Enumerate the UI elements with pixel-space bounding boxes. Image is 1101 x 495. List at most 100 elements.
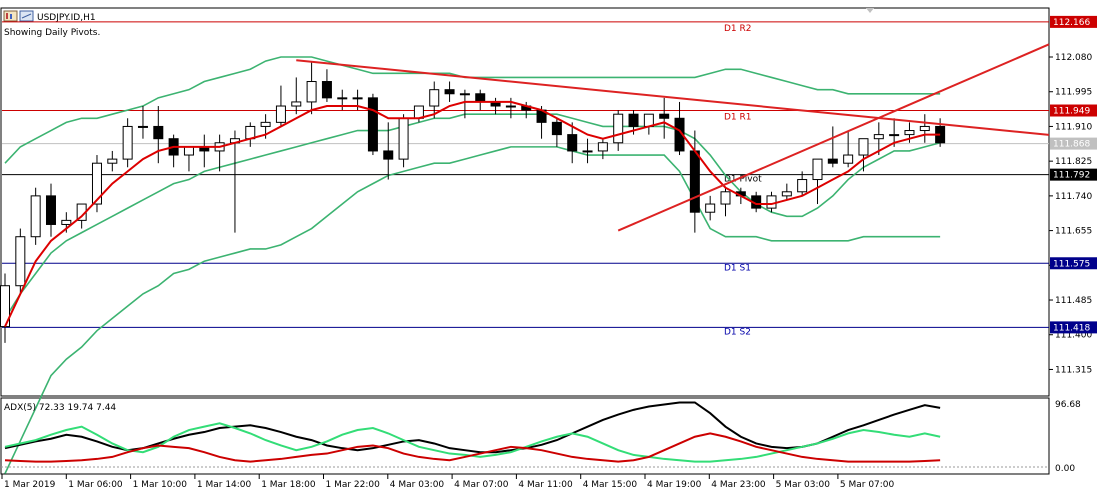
candle[interactable] bbox=[459, 89, 470, 119]
candle[interactable] bbox=[383, 122, 394, 180]
price-panel[interactable] bbox=[0, 7, 1050, 397]
candle-body bbox=[720, 191, 731, 205]
time-tick-label: 1 Mar 14:00 bbox=[197, 480, 252, 490]
candle[interactable] bbox=[582, 138, 593, 164]
candle[interactable] bbox=[827, 126, 838, 168]
candle-body bbox=[475, 93, 486, 103]
candle-body bbox=[873, 134, 884, 140]
candle[interactable] bbox=[398, 114, 409, 168]
candle[interactable] bbox=[321, 69, 332, 102]
time-tick-label: 4 Mar 19:00 bbox=[647, 480, 702, 490]
candle[interactable] bbox=[797, 171, 808, 196]
candle[interactable] bbox=[137, 106, 148, 139]
scroll-marker-icon[interactable] bbox=[866, 8, 874, 13]
time-axis: 1 Mar 2019 1 Mar 06:00 1 Mar 10:00 1 Mar 14… bbox=[1, 474, 895, 490]
candle[interactable] bbox=[444, 81, 455, 102]
candle[interactable] bbox=[674, 101, 685, 156]
candle[interactable] bbox=[551, 118, 562, 147]
time-tick-label: 1 Mar 06:00 bbox=[68, 480, 123, 490]
level-name-d1-s2: D1 S2 bbox=[724, 327, 751, 337]
level-price-labels: 112.166 111.949 111.868 111.792 111.575 111.4… bbox=[1050, 15, 1097, 334]
time-tick-label: 1 Mar 2019 bbox=[4, 480, 56, 490]
candle-body bbox=[352, 97, 363, 100]
adx-lines bbox=[4, 401, 941, 463]
candle-body bbox=[260, 121, 271, 127]
candle[interactable] bbox=[919, 114, 930, 143]
time-tick-label: 1 Mar 10:00 bbox=[133, 480, 188, 490]
time-tick-label: 4 Mar 11:00 bbox=[518, 480, 573, 490]
price-tick-label: 111.485 bbox=[1055, 296, 1092, 306]
candle-body bbox=[367, 97, 378, 152]
candle-body bbox=[689, 150, 700, 213]
candle[interactable] bbox=[291, 77, 302, 115]
candle-body bbox=[659, 113, 670, 119]
level-name-d1-r2: D1 R2 bbox=[724, 24, 752, 34]
time-tick-label: 1 Mar 18:00 bbox=[261, 480, 316, 490]
candle[interactable] bbox=[275, 85, 286, 127]
candle-body bbox=[444, 89, 455, 95]
candle-body bbox=[275, 105, 286, 123]
candle[interactable] bbox=[873, 122, 884, 156]
candle[interactable] bbox=[613, 110, 624, 151]
candle-body bbox=[889, 134, 900, 137]
adx-axis-top: 96.68 bbox=[1055, 400, 1081, 410]
adx-axis-bottom: 0.00 bbox=[1055, 464, 1075, 474]
candle-body bbox=[45, 195, 56, 225]
candle-body bbox=[505, 105, 516, 108]
adx-label: ADX(5) 72.33 19.74 7.44 bbox=[4, 403, 116, 413]
level-price-tag bbox=[1050, 168, 1097, 181]
candle[interactable] bbox=[122, 118, 133, 168]
candle-body bbox=[459, 93, 470, 96]
candle-body bbox=[919, 125, 930, 132]
candle-body bbox=[674, 117, 685, 152]
level-price-tag bbox=[1050, 257, 1097, 270]
time-tick-label: 4 Mar 23:00 bbox=[711, 480, 766, 490]
candle[interactable] bbox=[306, 61, 317, 115]
candle[interactable] bbox=[858, 138, 869, 172]
candle[interactable] bbox=[367, 93, 378, 156]
candle[interactable] bbox=[91, 155, 102, 213]
candle[interactable] bbox=[153, 106, 164, 164]
candle[interactable] bbox=[107, 150, 118, 172]
candle[interactable] bbox=[705, 195, 716, 221]
candle[interactable] bbox=[659, 97, 670, 139]
trendline-1[interactable] bbox=[296, 59, 1050, 136]
level-name-d1-s1: D1 S1 bbox=[724, 263, 751, 273]
candle-body bbox=[91, 162, 102, 205]
candle[interactable] bbox=[843, 130, 854, 168]
candle-body bbox=[613, 113, 624, 144]
bollinger-lower-line bbox=[4, 146, 941, 474]
candle[interactable] bbox=[781, 183, 792, 200]
price-tick-label: 111.740 bbox=[1055, 192, 1092, 202]
candle[interactable] bbox=[597, 138, 608, 160]
candle[interactable] bbox=[812, 158, 823, 205]
candle-body bbox=[383, 150, 394, 160]
bollinger-mid-line bbox=[4, 113, 941, 319]
trendlines[interactable] bbox=[296, 43, 1050, 232]
candle-body bbox=[567, 134, 578, 152]
adx-panel[interactable] bbox=[0, 397, 1050, 475]
level-price-label: 111.792 bbox=[1053, 171, 1090, 181]
level-name-d1-pivot: D1 Pivot bbox=[724, 175, 762, 185]
candle-body bbox=[398, 117, 409, 160]
trendline-2[interactable] bbox=[617, 43, 1050, 232]
candle-body bbox=[904, 130, 915, 136]
level-price-label: 111.949 bbox=[1053, 107, 1090, 117]
candle[interactable] bbox=[567, 122, 578, 164]
candle[interactable] bbox=[15, 228, 26, 294]
price-tick-label: 111.910 bbox=[1055, 122, 1092, 132]
candle-body bbox=[15, 236, 26, 287]
candle[interactable] bbox=[429, 81, 440, 119]
candle-body bbox=[107, 158, 118, 164]
candle[interactable] bbox=[720, 187, 731, 217]
pivot-subtitle: Showing Daily Pivots. bbox=[4, 28, 100, 38]
price-tick-label: 111.655 bbox=[1055, 227, 1092, 237]
candle-body bbox=[137, 125, 148, 128]
time-tick-label: 5 Mar 07:00 bbox=[840, 480, 895, 490]
price-tick-label: 111.995 bbox=[1055, 88, 1092, 98]
candle[interactable] bbox=[45, 183, 56, 237]
candle[interactable] bbox=[30, 187, 41, 245]
time-tick-label: 4 Mar 07:00 bbox=[454, 480, 509, 490]
adx-line-line bbox=[4, 401, 941, 454]
